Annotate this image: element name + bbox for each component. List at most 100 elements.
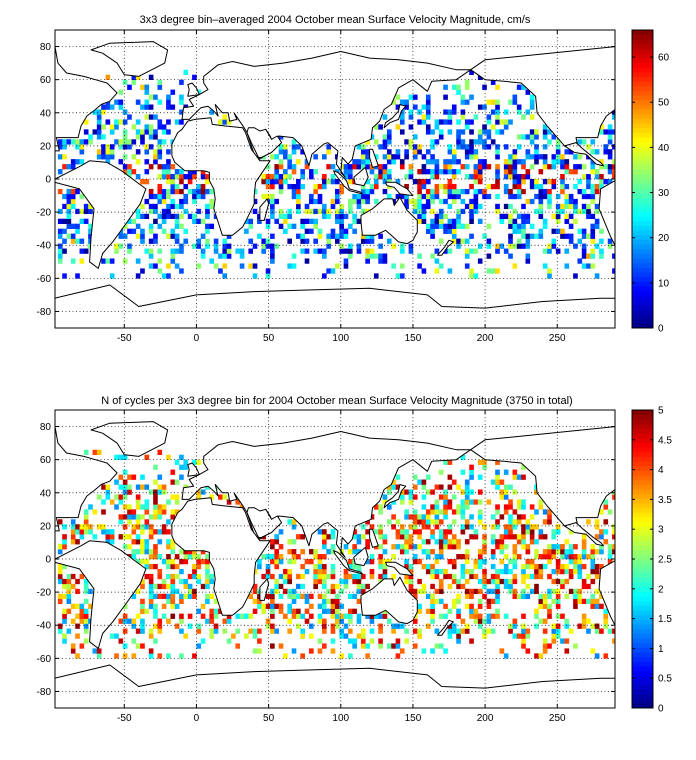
heatmap-cell <box>66 598 72 604</box>
heatmap-cell <box>495 524 500 530</box>
heatmap-cell <box>438 578 444 585</box>
heatmap-cell <box>573 169 578 175</box>
heatmap-cell <box>382 164 388 170</box>
heatmap-cell <box>525 238 531 244</box>
heatmap-cell <box>417 179 422 185</box>
heatmap-cell <box>490 573 496 580</box>
colorbar-swatch <box>632 628 653 634</box>
heatmap-cell <box>118 618 124 624</box>
heatmap-cell <box>170 188 176 195</box>
heatmap-cell <box>473 179 479 185</box>
heatmap-cell <box>79 613 85 619</box>
heatmap-cell <box>482 129 487 135</box>
heatmap-cell <box>135 514 141 520</box>
heatmap-cell <box>270 559 275 565</box>
heatmap-cell <box>62 203 67 210</box>
heatmap-cell <box>196 578 202 585</box>
heatmap-cell <box>291 554 297 560</box>
heatmap-cell <box>317 568 323 575</box>
heatmap-cell <box>274 559 280 565</box>
heatmap-cell <box>296 198 301 205</box>
heatmap-cell <box>581 263 587 269</box>
heatmap-cell <box>395 623 401 629</box>
heatmap-cell <box>322 273 327 279</box>
heatmap-cell <box>447 633 453 639</box>
heatmap-cell <box>425 539 431 545</box>
heatmap-cell <box>486 144 492 150</box>
heatmap-cell <box>503 484 509 490</box>
heatmap-cell <box>590 554 596 560</box>
colorbar-swatch <box>632 456 653 462</box>
heatmap-cell <box>274 534 280 540</box>
colorbar-swatch <box>632 503 653 509</box>
heatmap-cell <box>322 598 327 604</box>
heatmap-cell <box>386 643 392 649</box>
heatmap-cell <box>590 598 596 604</box>
heatmap-cell <box>57 563 63 570</box>
heatmap-cell <box>70 524 76 530</box>
heatmap-cell <box>473 169 479 175</box>
heatmap-cell <box>464 223 470 229</box>
heatmap-cell <box>529 179 535 185</box>
heatmap-cell <box>456 213 461 220</box>
heatmap-cell <box>438 169 444 175</box>
heatmap-cell <box>122 454 128 460</box>
colorbar-swatch <box>632 71 653 77</box>
heatmap-cell <box>438 263 444 269</box>
heatmap-cell <box>148 633 154 639</box>
heatmap-cell <box>542 603 548 609</box>
heatmap-cell <box>157 124 163 130</box>
heatmap-cell <box>109 144 115 150</box>
colorbar-swatch <box>632 99 653 105</box>
heatmap-cell <box>304 203 310 210</box>
heatmap-cell <box>70 519 76 525</box>
heatmap-cell <box>96 119 102 125</box>
heatmap-cell <box>317 529 323 535</box>
heatmap-cell <box>222 628 228 634</box>
heatmap-cell <box>144 159 150 165</box>
heatmap-cell <box>547 139 552 145</box>
heatmap-cell <box>499 568 505 575</box>
heatmap-cell <box>283 179 288 185</box>
land-shape <box>437 239 454 256</box>
heatmap-cell <box>148 628 154 634</box>
heatmap-cell <box>166 598 171 604</box>
heatmap-cell <box>330 628 336 634</box>
heatmap-cell <box>192 549 197 555</box>
heatmap-cell <box>547 198 552 205</box>
heatmap-cell <box>477 598 483 604</box>
heatmap-cell <box>274 539 280 545</box>
heatmap-cell <box>612 129 615 135</box>
heatmap-cell <box>412 494 418 500</box>
heatmap-cell <box>101 154 106 160</box>
heatmap-cell <box>283 578 288 585</box>
heatmap-cell <box>131 154 137 160</box>
heatmap-cell <box>274 218 280 224</box>
heatmap-cell <box>148 253 154 259</box>
heatmap-cell <box>101 149 106 155</box>
heatmap-cell <box>469 593 474 600</box>
heatmap-cell <box>382 499 388 505</box>
heatmap-cell <box>57 568 63 575</box>
heatmap-cell <box>378 623 383 629</box>
heatmap-cell <box>499 549 505 555</box>
heatmap-cell <box>594 218 600 224</box>
heatmap-cell <box>451 628 457 634</box>
heatmap-cell <box>473 198 479 205</box>
colorbar-swatch <box>632 244 653 250</box>
heatmap-cell <box>482 188 487 195</box>
heatmap-cell <box>503 554 509 560</box>
heatmap-cell <box>378 509 383 515</box>
heatmap-cell <box>473 618 479 624</box>
heatmap-cell <box>57 144 63 150</box>
heatmap-cell <box>425 549 431 555</box>
heatmap-cell <box>495 203 500 210</box>
heatmap-cell <box>547 643 552 649</box>
heatmap-cell <box>456 628 461 634</box>
heatmap-cell <box>430 504 435 510</box>
heatmap-cell <box>477 603 483 609</box>
heatmap-cell <box>473 164 479 170</box>
heatmap-cell <box>451 228 457 234</box>
heatmap-cell <box>135 559 141 565</box>
heatmap-cell <box>503 164 509 170</box>
